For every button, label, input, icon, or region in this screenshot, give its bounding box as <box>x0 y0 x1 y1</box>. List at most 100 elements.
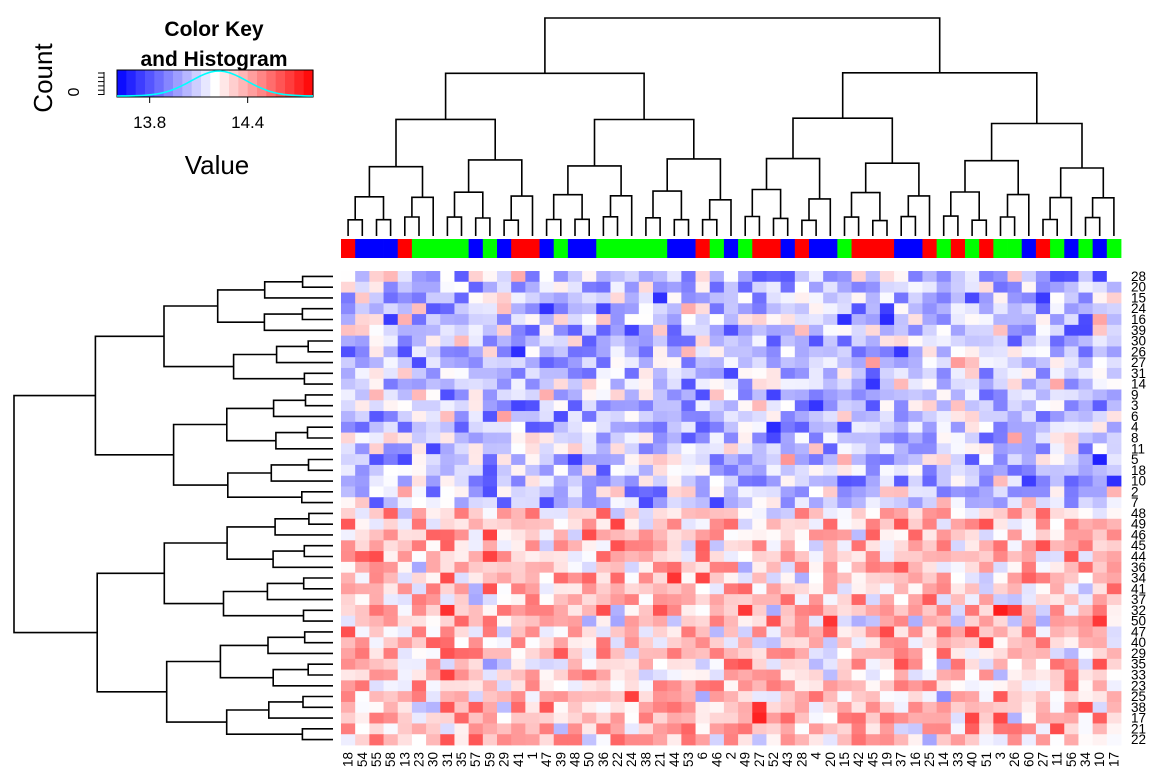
heatmap-cell <box>879 658 895 670</box>
heatmap-cell <box>922 421 938 433</box>
heatmap-cell <box>539 486 555 498</box>
heatmap-cell <box>638 529 654 541</box>
heatmap-cell <box>341 604 356 617</box>
heatmap-cell <box>1078 378 1094 390</box>
column-dendrogram-branch <box>510 195 534 236</box>
heatmap-cell <box>426 346 441 358</box>
heatmap-cell <box>780 637 796 649</box>
heatmap-cell <box>610 357 626 369</box>
heatmap-cell <box>525 561 540 574</box>
heatmap-cell <box>950 712 966 724</box>
heatmap-cell <box>979 271 994 283</box>
heatmap-cell <box>638 594 654 606</box>
heatmap-cell <box>468 637 484 649</box>
heatmap-cell <box>723 432 739 444</box>
heatmap-cell <box>865 443 881 455</box>
heatmap-cell <box>965 637 980 649</box>
heatmap-cell <box>638 271 654 283</box>
heatmap-cell <box>908 561 923 574</box>
heatmap-cell <box>1050 648 1065 660</box>
heatmap-cell <box>567 648 583 660</box>
heatmap-cell <box>965 400 980 412</box>
heatmap-cell <box>950 540 966 552</box>
heatmap-cell <box>624 529 640 541</box>
heatmap-cell <box>865 281 881 293</box>
heatmap-cell <box>638 432 654 444</box>
heatmap-cell <box>1064 314 1079 326</box>
heatmap-cell <box>511 626 526 638</box>
heatmap-cell <box>908 464 923 477</box>
heatmap-cell <box>936 518 952 530</box>
heatmap-cell <box>596 486 611 498</box>
heatmap-cell <box>1106 572 1122 584</box>
heatmap-cell <box>879 335 895 347</box>
heatmap-cell <box>950 508 966 520</box>
heatmap-cell <box>780 540 796 552</box>
heatmap-cell <box>738 421 753 433</box>
heatmap-cell <box>794 604 810 617</box>
heatmap-cell <box>667 669 682 681</box>
heatmap-cell <box>653 594 668 606</box>
heatmap-cell <box>979 572 994 584</box>
heatmap-cell <box>383 691 399 703</box>
heatmap-cell <box>865 658 881 670</box>
heatmap-cell <box>383 615 399 627</box>
heatmap-cell <box>908 508 923 520</box>
heatmap-cell <box>936 626 952 638</box>
heatmap-cell <box>1007 378 1023 390</box>
heatmap-cell <box>1050 335 1065 347</box>
heatmap-cell <box>780 432 796 444</box>
heatmap-cell <box>979 486 994 498</box>
heatmap-cell <box>723 378 739 390</box>
row-dendrogram-branch <box>268 701 333 719</box>
heatmap-cell <box>993 691 1008 703</box>
heatmap-cell <box>794 400 810 412</box>
heatmap-cell <box>752 411 767 423</box>
heatmap-cell <box>1050 346 1065 358</box>
heatmap-cell <box>567 529 583 541</box>
column-side-color-cell <box>723 239 739 258</box>
heatmap-cell <box>851 335 867 347</box>
heatmap-cell <box>922 281 938 293</box>
heatmap-cell <box>780 281 796 293</box>
heatmap-cell <box>553 529 569 541</box>
heatmap-cell <box>383 357 399 369</box>
heatmap-cell <box>383 475 399 487</box>
column-dendrogram-branch <box>765 157 821 199</box>
heatmap-cell <box>837 615 852 627</box>
heatmap-cell <box>794 572 810 584</box>
heatmap-cell <box>567 400 583 412</box>
column-dendrogram-branch <box>347 219 364 236</box>
row-dendrogram-branch <box>302 577 333 590</box>
column-label: 59 <box>482 752 497 767</box>
heatmap-cell <box>709 691 725 703</box>
heatmap-cell <box>355 723 370 735</box>
heatmap-cell <box>653 389 668 401</box>
heatmap-cell <box>596 292 611 304</box>
heatmap-cell <box>1007 346 1023 358</box>
heatmap-cell <box>482 701 498 714</box>
heatmap-cell <box>511 572 526 584</box>
heatmap-cell <box>993 604 1008 617</box>
heatmap-cell <box>341 518 356 530</box>
heatmap-cell <box>809 529 824 541</box>
heatmap-cell <box>468 723 484 735</box>
heatmap-cell <box>1021 292 1037 304</box>
heatmap-cell <box>1064 335 1079 347</box>
heatmap-cell <box>780 712 796 724</box>
heatmap-cell <box>653 443 668 455</box>
heatmap-cell <box>865 572 881 584</box>
heatmap-cell <box>610 497 626 509</box>
heatmap-cell <box>525 626 540 638</box>
heatmap-cell <box>823 561 838 574</box>
heatmap-cell <box>454 615 470 627</box>
column-dendrogram-branch <box>1006 193 1030 236</box>
column-label: 13 <box>397 752 412 767</box>
heatmap-cell <box>397 346 413 358</box>
heatmap-cell <box>468 604 484 617</box>
column-dendrogram-branch <box>990 122 1083 168</box>
heatmap-cell <box>1092 712 1108 724</box>
heatmap-cell <box>794 303 810 315</box>
heatmap-cell <box>497 314 512 326</box>
heatmap-cell <box>667 346 682 358</box>
